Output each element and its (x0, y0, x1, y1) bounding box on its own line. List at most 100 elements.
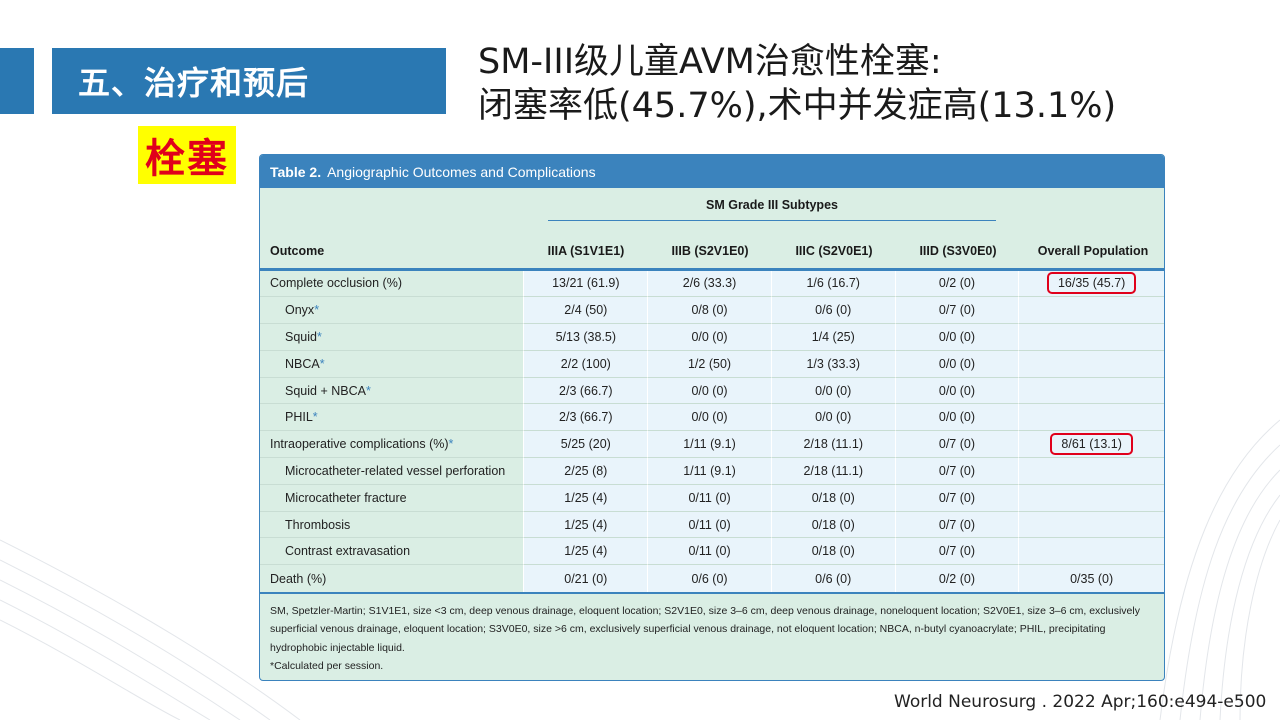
table-footnote: SM, Spetzler-Martin; S1V1E1, size <3 cm,… (260, 594, 1164, 676)
table-row: Microcatheter-related vessel perforation… (260, 458, 1164, 485)
table-cell: 0/11 (0) (647, 484, 771, 512)
cell-value: 1/11 (9.1) (683, 437, 736, 452)
overall-cell (1018, 484, 1164, 512)
table-cell: 0/0 (0) (894, 324, 1019, 351)
row-label-asterisk: * (365, 383, 371, 398)
table-cell: 1/25 (4) (523, 484, 648, 512)
cell-value: 0/0 (0) (815, 410, 852, 425)
table-cell: 0/7 (0) (894, 297, 1019, 325)
overall-cell (1018, 511, 1164, 539)
row-label: Microcatheter fracture (260, 485, 524, 512)
overall-cell: 0/35 (0) (1018, 565, 1164, 593)
footnote-session: *Calculated per session. (270, 660, 384, 673)
overall-cell (1018, 297, 1164, 325)
row-label: Thrombosis (260, 512, 524, 539)
table-cell: 0/0 (0) (770, 404, 895, 432)
table-cell: 0/0 (0) (894, 377, 1019, 405)
row-label-asterisk: * (448, 437, 454, 452)
row-label-asterisk: * (316, 329, 322, 344)
cell-value: 0/2 (0) (938, 571, 976, 586)
overall-cell (1018, 538, 1164, 566)
table-cell: 2/4 (50) (523, 297, 648, 325)
cell-value: 5/25 (20) (560, 437, 611, 452)
table-cell: 0/0 (0) (647, 377, 771, 405)
table-cell: 1/2 (50) (647, 350, 771, 378)
cell-value: 2/18 (11.1) (803, 437, 863, 452)
cell-value: 5/13 (38.5) (555, 329, 617, 344)
overall-cell (1018, 324, 1164, 351)
table-cell: 5/25 (20) (523, 431, 648, 459)
table-cell: 0/18 (0) (770, 511, 895, 539)
table-cell: 2/3 (66.7) (523, 377, 648, 405)
table-title-bar: Table 2. Angiographic Outcomes and Compl… (260, 155, 1164, 188)
row-label: NBCA * (260, 351, 524, 378)
table-cell: 1/4 (25) (770, 324, 895, 351)
row-label-text: Microcatheter-related vessel perforation (285, 463, 506, 478)
cell-value: 0/6 (0) (815, 571, 852, 586)
row-label: Squid * (260, 324, 524, 351)
cell-value: 1/25 (4) (564, 517, 608, 532)
cell-value: 0/7 (0) (938, 463, 976, 478)
cell-value: 0/0 (0) (691, 410, 728, 425)
table-row: Contrast extravasation 1/25 (4) 0/11 (0) 0/… (260, 538, 1164, 566)
table-header: SM Grade III Subtypes Outcome IIIA (S1V1… (260, 188, 1164, 268)
outcomes-table: Table 2. Angiographic Outcomes and Compl… (259, 154, 1165, 681)
cell-value: 2/25 (8) (564, 463, 608, 478)
table-cell: 2/18 (11.1) (770, 458, 895, 485)
cell-value: 2/2 (100) (560, 356, 611, 371)
row-label-text: Onyx (285, 303, 315, 318)
table-label: Table 2. (270, 163, 322, 180)
row-label-asterisk: * (314, 303, 320, 318)
table-cell: 5/13 (38.5) (523, 324, 648, 351)
table-cell: 1/25 (4) (523, 511, 648, 539)
row-label-text: Intraoperative complications (%) (270, 437, 449, 452)
table-cell: 0/0 (0) (647, 404, 771, 432)
footer-divider (260, 592, 1164, 594)
row-label-asterisk: * (312, 410, 318, 425)
cell-value: 0/7 (0) (938, 517, 976, 532)
cell-value: 0/18 (0) (811, 544, 855, 559)
cell-value: 0/6 (0) (815, 303, 852, 318)
table-cell: 0/0 (0) (894, 350, 1019, 378)
cell-value: 0/11 (0) (688, 490, 731, 505)
row-label-asterisk: * (319, 356, 325, 371)
row-label-text: NBCA (285, 356, 320, 371)
section-title: 五、治疗和预后 (78, 64, 310, 102)
row-label-text: PHIL (285, 410, 313, 425)
cell-value: 0/0 (0) (691, 383, 728, 398)
table-row: Intraoperative complications (%) * 5/25 (2… (260, 431, 1164, 459)
headline-line-1: SM-III级儿童AVM治愈性栓塞: (478, 42, 942, 82)
cell-value: 0/0 (0) (938, 356, 976, 371)
cell-value: 0/0 (0) (938, 383, 976, 398)
row-label: Intraoperative complications (%) * (260, 431, 524, 459)
row-label-text: Death (%) (270, 571, 327, 586)
row-label-text: Squid (285, 329, 317, 344)
col-iiic: IIIC (S2V0E1) (795, 244, 873, 258)
cell-value: 2/3 (66.7) (559, 410, 613, 425)
cell-value: 0/11 (0) (688, 544, 731, 559)
table-cell: 0/7 (0) (894, 511, 1019, 539)
table-row: Death (%) 0/21 (0) 0/6 (0) 0/6 (0) 0/2 (0) 0/… (260, 565, 1164, 593)
table-cell: 0/7 (0) (894, 484, 1019, 512)
cell-value: 0/11 (0) (688, 517, 731, 532)
table-row: Microcatheter fracture 1/25 (4) 0/11 (0) 0/… (260, 484, 1164, 512)
row-label-text: Contrast extravasation (285, 544, 411, 559)
table-row: NBCA * 2/2 (100) 1/2 (50) 1/3 (33.3) 0/0 (0) (260, 350, 1164, 378)
overall-value: 0/35 (0) (1070, 571, 1114, 586)
cell-value: 0/8 (0) (691, 303, 728, 318)
cell-value: 0/6 (0) (691, 571, 728, 586)
cell-value: 0/0 (0) (815, 383, 852, 398)
headline-line-2: 闭塞率低(45.7%),术中并发症高(13.1%) (478, 86, 1117, 126)
row-label: PHIL * (260, 404, 524, 432)
row-label: Contrast extravasation (260, 538, 524, 566)
table-cell: 0/6 (0) (770, 565, 895, 593)
table-row: Onyx * 2/4 (50) 0/8 (0) 0/6 (0) 0/7 (0) (260, 297, 1164, 325)
row-label: Squid + NBCA * (260, 378, 524, 405)
table-cell: 0/11 (0) (647, 511, 771, 539)
row-label-text: Thrombosis (285, 517, 351, 532)
table-cell: 1/25 (4) (523, 538, 648, 566)
table-cell: 0/6 (0) (647, 565, 771, 593)
table-cell: 0/0 (0) (770, 377, 895, 405)
overall-cell (1018, 350, 1164, 378)
overall-cell: 8/61 (13.1) (1018, 431, 1164, 459)
